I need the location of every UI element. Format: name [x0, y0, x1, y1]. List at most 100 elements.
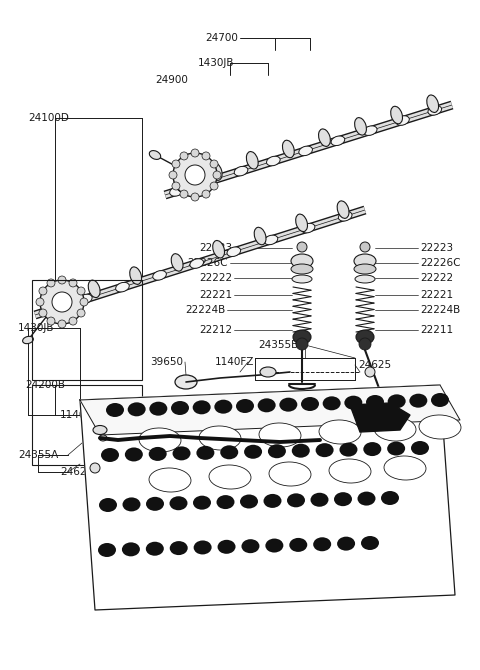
Ellipse shape	[215, 400, 232, 413]
Ellipse shape	[356, 330, 374, 344]
Ellipse shape	[296, 214, 308, 232]
Text: 24355B: 24355B	[258, 340, 298, 350]
Text: 22221: 22221	[420, 290, 453, 300]
Ellipse shape	[259, 423, 301, 447]
Ellipse shape	[287, 493, 305, 507]
Text: 22222: 22222	[199, 273, 232, 283]
Circle shape	[172, 160, 180, 168]
Ellipse shape	[301, 397, 319, 411]
Ellipse shape	[311, 492, 328, 507]
Circle shape	[47, 279, 55, 287]
Text: 24700: 24700	[205, 33, 238, 43]
Circle shape	[77, 309, 85, 317]
Ellipse shape	[93, 425, 107, 435]
Ellipse shape	[337, 201, 349, 218]
Ellipse shape	[241, 539, 260, 553]
Ellipse shape	[246, 151, 258, 169]
Circle shape	[210, 182, 218, 190]
Text: 22211: 22211	[420, 325, 453, 335]
Ellipse shape	[153, 271, 167, 280]
Ellipse shape	[419, 415, 461, 439]
Circle shape	[40, 280, 84, 324]
Circle shape	[69, 279, 77, 287]
Ellipse shape	[358, 492, 375, 506]
Ellipse shape	[254, 227, 266, 245]
Ellipse shape	[234, 166, 248, 176]
Ellipse shape	[149, 447, 167, 461]
Ellipse shape	[266, 156, 280, 165]
Ellipse shape	[344, 396, 362, 409]
Circle shape	[69, 317, 77, 325]
Ellipse shape	[411, 441, 429, 455]
Ellipse shape	[331, 136, 345, 145]
Ellipse shape	[269, 462, 311, 486]
Bar	[32, 385, 142, 465]
Ellipse shape	[292, 275, 312, 283]
Ellipse shape	[361, 536, 379, 550]
Circle shape	[172, 182, 180, 190]
Ellipse shape	[130, 267, 142, 284]
Text: 22224B: 22224B	[420, 305, 460, 315]
Ellipse shape	[88, 280, 100, 297]
Ellipse shape	[427, 95, 439, 113]
Polygon shape	[350, 403, 410, 432]
Ellipse shape	[366, 395, 384, 409]
Ellipse shape	[23, 336, 34, 344]
Circle shape	[36, 298, 44, 306]
Circle shape	[297, 242, 307, 252]
Ellipse shape	[337, 537, 355, 551]
Polygon shape	[80, 385, 455, 610]
Ellipse shape	[293, 330, 311, 344]
Text: 22223: 22223	[199, 243, 232, 253]
Text: 1430JB: 1430JB	[18, 323, 55, 333]
Ellipse shape	[264, 494, 281, 508]
Ellipse shape	[227, 247, 240, 257]
Circle shape	[52, 292, 72, 312]
Ellipse shape	[220, 446, 238, 460]
Ellipse shape	[146, 497, 164, 511]
Text: 22224B: 22224B	[185, 305, 225, 315]
Ellipse shape	[116, 282, 129, 292]
Ellipse shape	[175, 375, 197, 389]
Circle shape	[210, 160, 218, 168]
Text: 22221: 22221	[199, 290, 232, 300]
Ellipse shape	[339, 443, 358, 457]
Ellipse shape	[292, 444, 310, 458]
Ellipse shape	[99, 498, 117, 512]
Ellipse shape	[169, 496, 188, 511]
Ellipse shape	[338, 212, 352, 221]
Ellipse shape	[41, 306, 55, 316]
Text: 24625: 24625	[358, 360, 391, 370]
Text: 24200B: 24200B	[25, 380, 65, 390]
Ellipse shape	[291, 264, 313, 274]
Circle shape	[80, 298, 88, 306]
Ellipse shape	[391, 107, 403, 124]
Ellipse shape	[381, 491, 399, 505]
Ellipse shape	[217, 540, 236, 554]
Ellipse shape	[202, 176, 216, 186]
Ellipse shape	[122, 497, 141, 511]
Ellipse shape	[355, 118, 366, 135]
Circle shape	[77, 287, 85, 295]
Text: 1430JB: 1430JB	[198, 58, 235, 68]
Ellipse shape	[169, 187, 183, 196]
Circle shape	[39, 287, 47, 295]
Ellipse shape	[334, 492, 352, 506]
Ellipse shape	[98, 543, 116, 557]
Ellipse shape	[146, 542, 164, 555]
Circle shape	[360, 242, 370, 252]
Circle shape	[90, 463, 100, 473]
Ellipse shape	[388, 395, 406, 408]
Ellipse shape	[209, 465, 251, 489]
Ellipse shape	[354, 254, 376, 268]
Ellipse shape	[431, 393, 449, 407]
Text: 22223: 22223	[420, 243, 453, 253]
Ellipse shape	[289, 538, 307, 552]
Circle shape	[58, 320, 66, 328]
Text: 22212: 22212	[199, 325, 232, 335]
Ellipse shape	[244, 445, 262, 459]
Ellipse shape	[363, 442, 381, 456]
Ellipse shape	[199, 426, 241, 450]
Ellipse shape	[258, 399, 276, 412]
Ellipse shape	[192, 401, 211, 414]
